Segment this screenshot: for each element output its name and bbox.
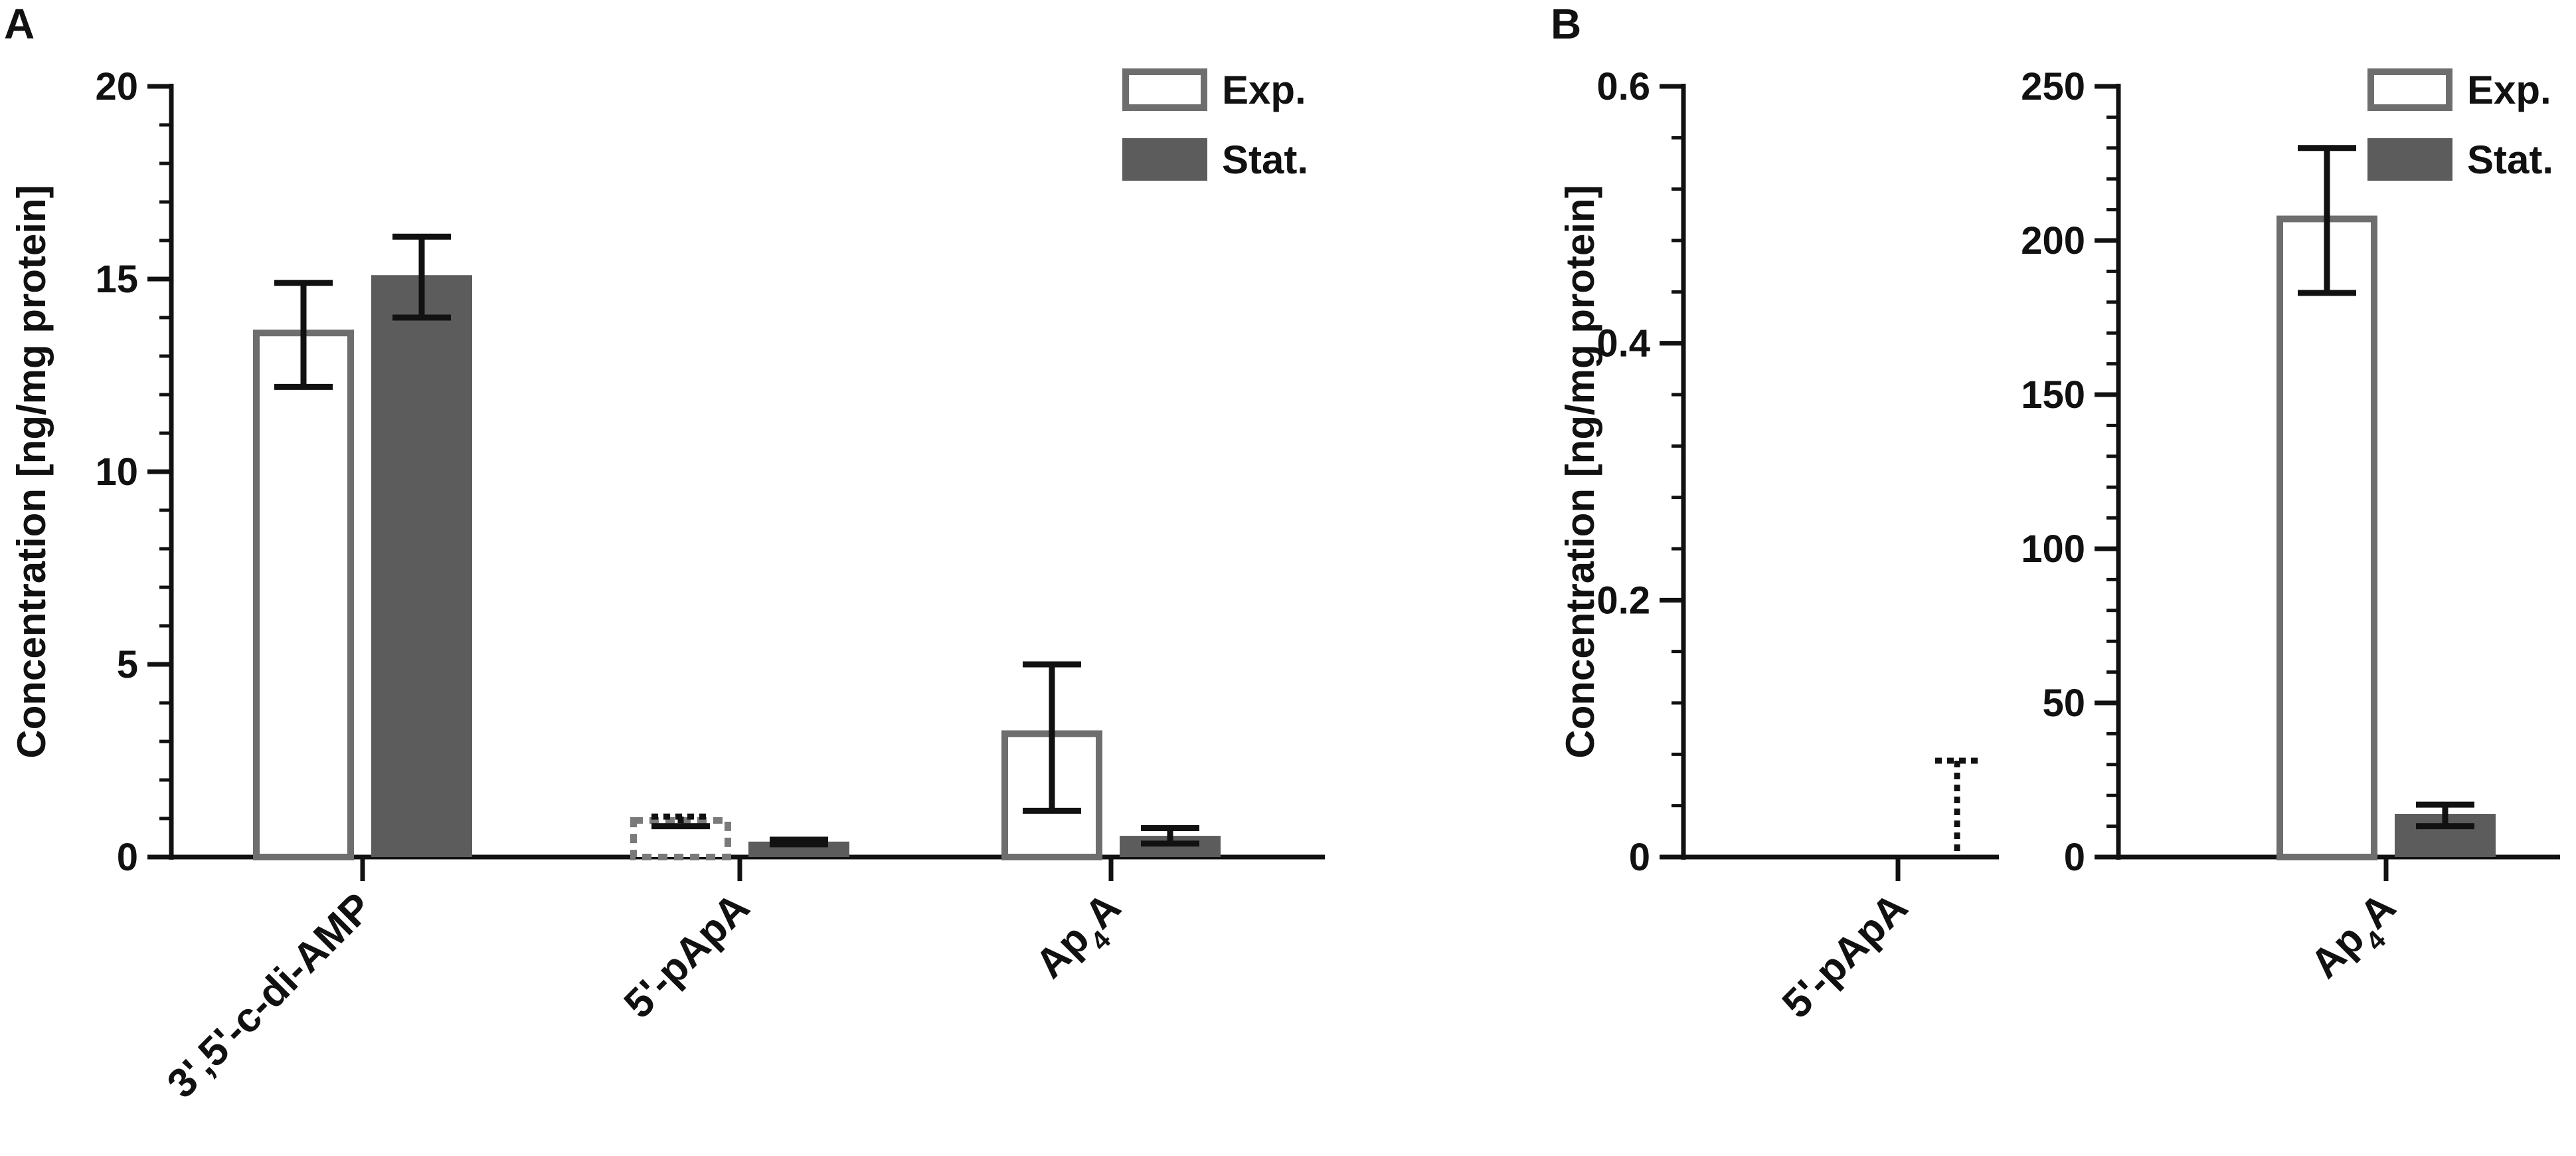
panel-a-letter: A: [4, 0, 35, 48]
bar-exp: [253, 330, 354, 860]
legend-label-exp: Exp.: [2467, 68, 2551, 112]
y-tick-label: 200: [2021, 219, 2085, 262]
y-tick-label: 0.4: [1596, 322, 1650, 365]
x-category-label: 5'-pApA: [1774, 884, 1917, 1027]
legend-swatch-exp: [1122, 68, 1207, 111]
y-tick-label: 0: [1629, 836, 1650, 879]
panel-b-letter: B: [1551, 0, 1581, 48]
y-tick-label: 10: [95, 450, 138, 494]
y-tick-label: 0: [2064, 836, 2085, 879]
chart-panel-a: 0 5 10 15 20 Concentration [ng/mg protein] 3',…: [9, 65, 1325, 1107]
y-tick-label: 100: [2021, 528, 2085, 571]
y-tick-label: 150: [2021, 373, 2085, 417]
x-category-label: Ap4A: [1027, 884, 1138, 995]
legend-swatch-exp: [2367, 68, 2452, 111]
y-tick-label: 20: [95, 65, 138, 108]
y-tick-label: 50: [2042, 682, 2085, 725]
y-axis-title: Concentration [ng/mg protein]: [9, 185, 54, 758]
x-category-label: 5'-pApA: [616, 884, 758, 1027]
chart-panel-b-pApA: 0 0.2 0.4 0.6 Concentration [ng/mg protein] 5…: [1558, 65, 1999, 1027]
x-category-label: 3',5'-c-di-AMP: [159, 884, 381, 1107]
bar-stat: [371, 275, 472, 857]
legend-label-exp: Exp.: [1222, 68, 1306, 112]
y-tick-label: 5: [117, 643, 138, 686]
legend-swatch-stat: [2367, 138, 2452, 181]
legend-swatch-stat: [1122, 138, 1207, 181]
y-tick-label: 0.6: [1596, 65, 1650, 108]
y-tick-label: 0.2: [1596, 579, 1650, 622]
legend-label-stat: Stat.: [2467, 138, 2553, 182]
x-category-label: Ap4A: [2302, 884, 2413, 995]
y-axis-title: Concentration [ng/mg protein]: [1558, 185, 1602, 758]
y-tick-label: 15: [95, 258, 138, 301]
legend-label-stat: Stat.: [1222, 138, 1308, 182]
y-tick-label: 250: [2021, 65, 2085, 108]
chart-panel-b-Ap4A: 0 50 100 150 200 250 Ap4A Exp. Stat.: [2021, 65, 2560, 995]
y-tick-label: 0: [117, 836, 138, 879]
bar-exp: [2276, 215, 2377, 860]
